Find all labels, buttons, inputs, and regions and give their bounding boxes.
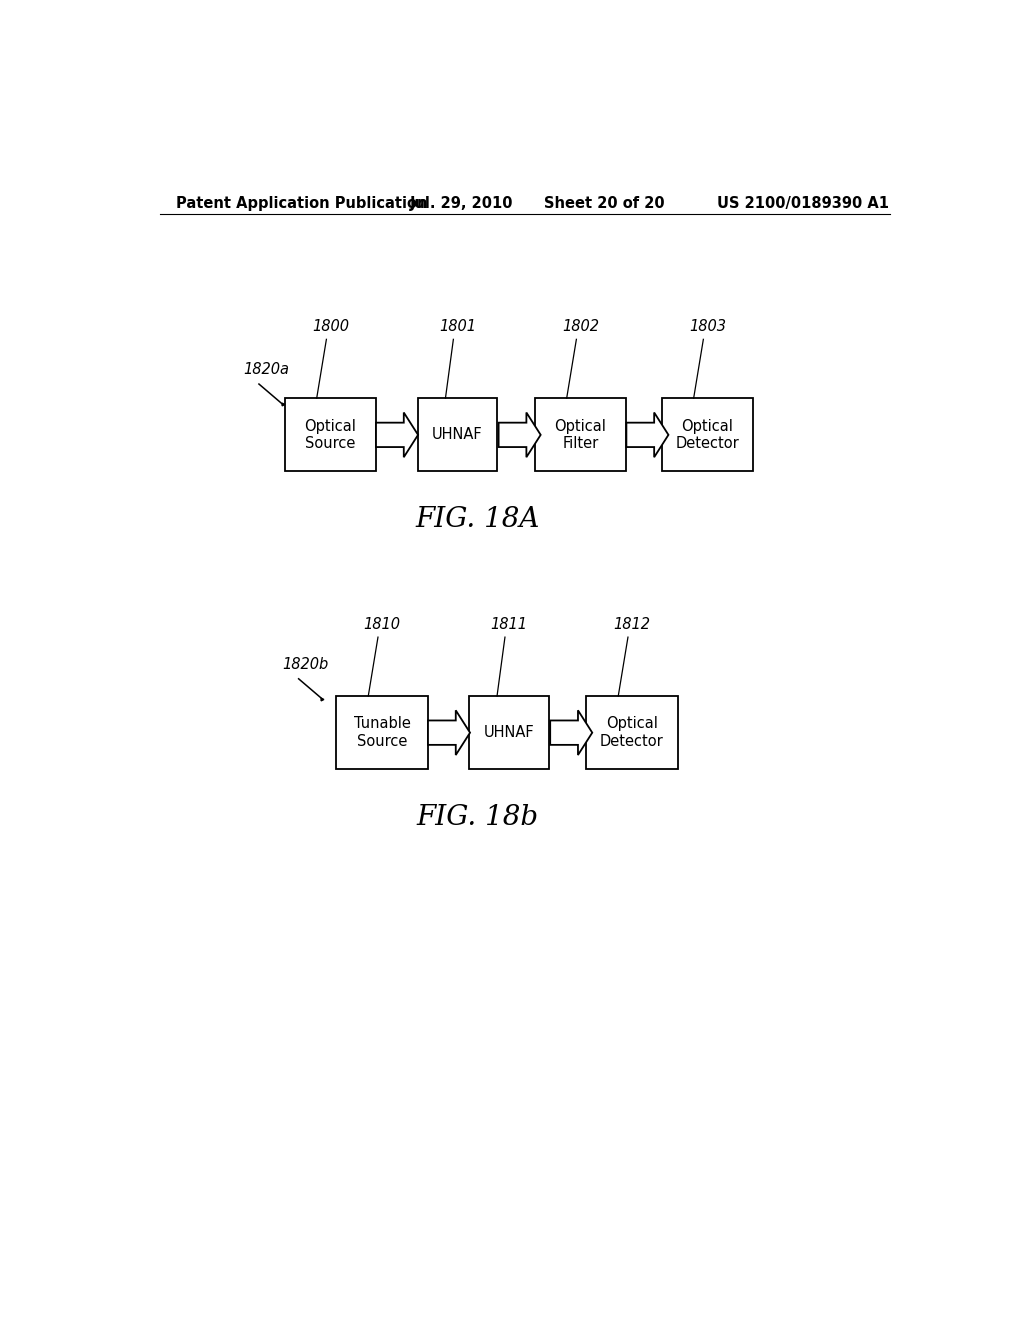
Text: 1820a: 1820a bbox=[243, 362, 289, 378]
Polygon shape bbox=[376, 412, 418, 457]
Text: UHNAF: UHNAF bbox=[432, 428, 482, 442]
Text: 1800: 1800 bbox=[312, 319, 349, 334]
Text: Optical
Source: Optical Source bbox=[304, 418, 356, 451]
Bar bbox=[469, 696, 549, 770]
Text: US 2100/0189390 A1: US 2100/0189390 A1 bbox=[717, 195, 889, 211]
Bar bbox=[418, 399, 497, 471]
Text: Optical
Detector: Optical Detector bbox=[676, 418, 739, 451]
Text: 1811: 1811 bbox=[490, 616, 527, 632]
Bar bbox=[662, 399, 753, 471]
Text: FIG. 18b: FIG. 18b bbox=[416, 804, 539, 830]
Text: Jul. 29, 2010: Jul. 29, 2010 bbox=[410, 195, 513, 211]
Text: Patent Application Publication: Patent Application Publication bbox=[176, 195, 427, 211]
Text: FIG. 18A: FIG. 18A bbox=[415, 506, 540, 533]
Polygon shape bbox=[550, 710, 592, 755]
Bar bbox=[535, 399, 626, 471]
Text: 1812: 1812 bbox=[613, 616, 650, 632]
Text: 1802: 1802 bbox=[562, 319, 599, 334]
Polygon shape bbox=[428, 710, 470, 755]
Text: Sheet 20 of 20: Sheet 20 of 20 bbox=[544, 195, 665, 211]
Text: Optical
Detector: Optical Detector bbox=[600, 717, 664, 748]
Text: 1820b: 1820b bbox=[283, 656, 329, 672]
Text: Tunable
Source: Tunable Source bbox=[353, 717, 411, 748]
Text: 1803: 1803 bbox=[689, 319, 726, 334]
Text: 1810: 1810 bbox=[364, 616, 400, 632]
Bar bbox=[285, 399, 376, 471]
Text: Optical
Filter: Optical Filter bbox=[554, 418, 606, 451]
Polygon shape bbox=[627, 412, 669, 457]
Text: UHNAF: UHNAF bbox=[483, 725, 535, 741]
Bar bbox=[587, 696, 678, 770]
Bar bbox=[336, 696, 428, 770]
Text: 1801: 1801 bbox=[439, 319, 476, 334]
Polygon shape bbox=[499, 412, 541, 457]
